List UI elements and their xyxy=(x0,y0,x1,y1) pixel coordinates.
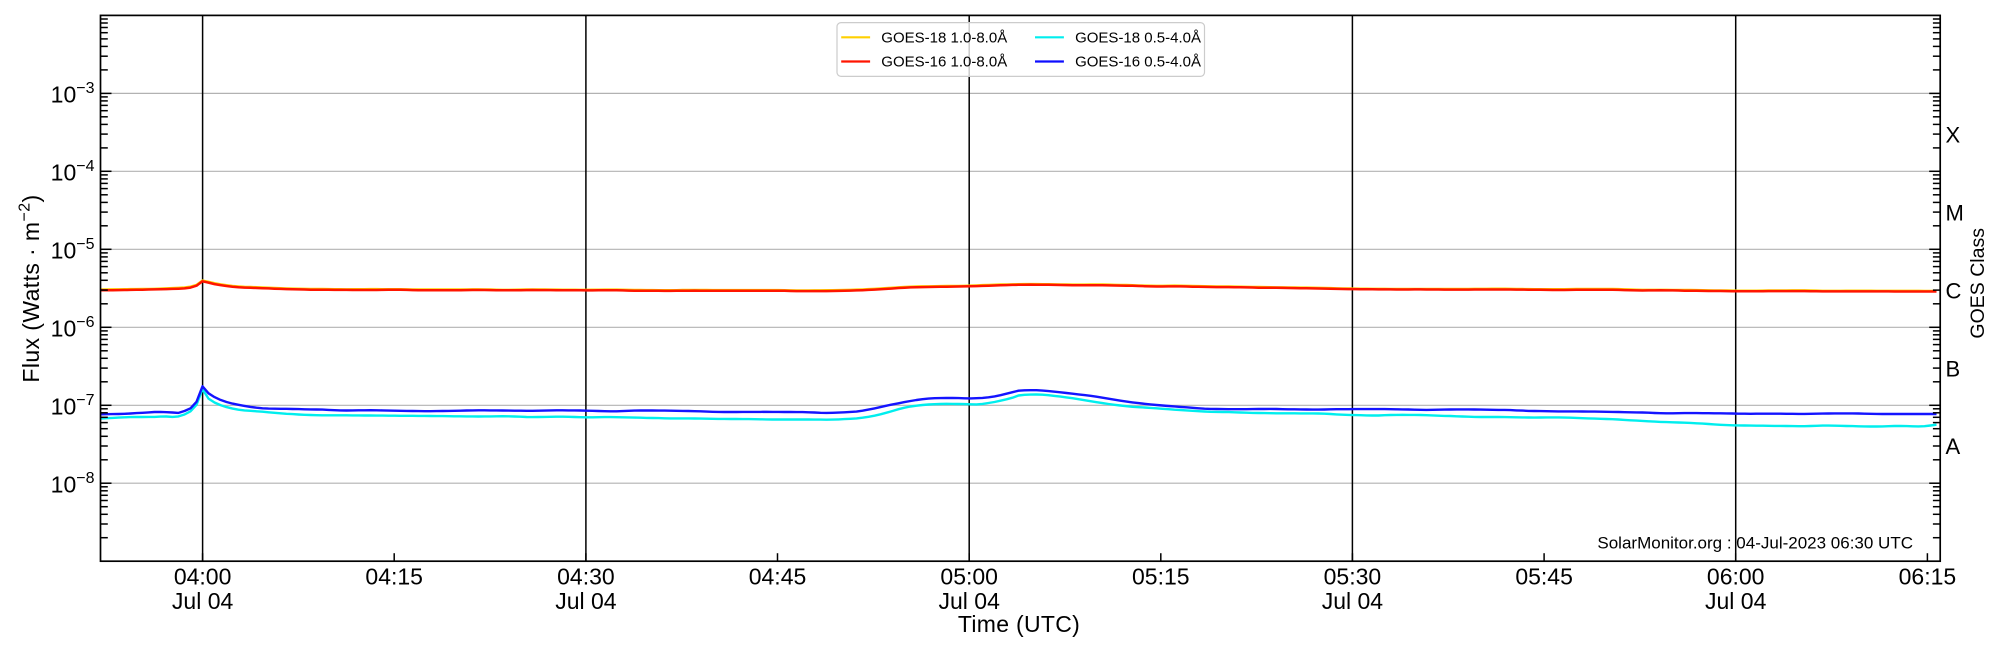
svg-text:06:00: 06:00 xyxy=(1707,563,1765,589)
svg-text:GOES Class: GOES Class xyxy=(1967,228,1989,339)
svg-text:Jul 04: Jul 04 xyxy=(172,588,234,614)
svg-text:10−8: 10−8 xyxy=(51,470,95,498)
svg-text:10−3: 10−3 xyxy=(51,80,95,108)
svg-text:GOES-18 1.0-8.0Å: GOES-18 1.0-8.0Å xyxy=(881,29,1007,46)
svg-text:Time (UTC): Time (UTC) xyxy=(958,611,1080,637)
svg-text:X: X xyxy=(1946,122,1961,147)
svg-text:GOES-16 1.0-8.0Å: GOES-16 1.0-8.0Å xyxy=(881,54,1007,71)
svg-text:04:30: 04:30 xyxy=(557,563,615,589)
svg-text:C: C xyxy=(1946,278,1962,303)
svg-text:05:00: 05:00 xyxy=(940,563,998,589)
svg-text:06:15: 06:15 xyxy=(1899,563,1957,589)
svg-text:GOES-16 0.5-4.0Å: GOES-16 0.5-4.0Å xyxy=(1075,54,1201,71)
svg-text:M: M xyxy=(1946,200,1964,225)
svg-text:04:00: 04:00 xyxy=(174,563,232,589)
svg-text:Jul 04: Jul 04 xyxy=(555,588,617,614)
svg-text:04:15: 04:15 xyxy=(365,563,423,589)
svg-text:Jul 04: Jul 04 xyxy=(939,588,1001,614)
svg-text:05:45: 05:45 xyxy=(1515,563,1573,589)
svg-text:A: A xyxy=(1946,434,1961,459)
svg-text:Jul 04: Jul 04 xyxy=(1705,588,1767,614)
svg-text:B: B xyxy=(1946,356,1961,381)
svg-text:04:45: 04:45 xyxy=(749,563,807,589)
svg-text:SolarMonitor.org : 04-Jul-2023: SolarMonitor.org : 04-Jul-2023 06:30 UTC xyxy=(1597,534,1913,553)
svg-text:GOES-18 0.5-4.0Å: GOES-18 0.5-4.0Å xyxy=(1075,29,1201,46)
svg-text:05:15: 05:15 xyxy=(1132,563,1190,589)
svg-text:05:30: 05:30 xyxy=(1324,563,1382,589)
svg-text:Flux (Watts · m−2): Flux (Watts · m−2) xyxy=(17,194,45,382)
svg-text:Jul 04: Jul 04 xyxy=(1322,588,1384,614)
